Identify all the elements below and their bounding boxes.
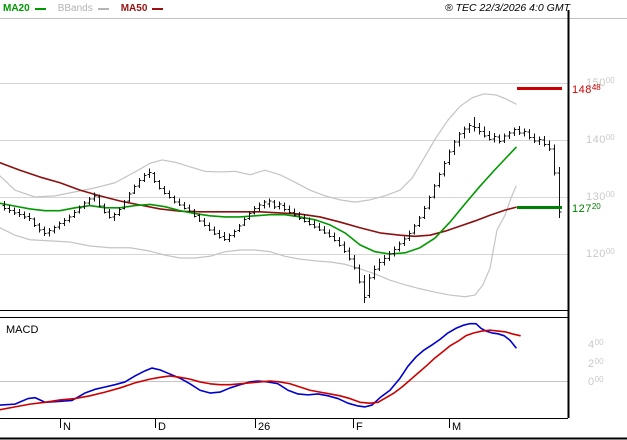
level-marker-label: 12720: [572, 202, 601, 215]
price-axis-label: 15000: [586, 76, 615, 89]
legend-item-ma50: MA50: [121, 3, 164, 15]
legend-item-bbands: BBands: [58, 3, 109, 15]
x-axis-label: D: [158, 421, 166, 433]
legend-item-ma20: MA20: [3, 3, 46, 15]
macd-axis-label: 000: [588, 375, 604, 388]
ma20-line-swatch: [34, 8, 46, 10]
x-axis-label: F: [356, 421, 363, 433]
price-axis-label: 13000: [586, 190, 615, 203]
chart-timestamp: ® TEC 22/3/2026 4:0 GMT: [444, 2, 570, 14]
price-axis-label: 14000: [586, 133, 615, 146]
x-axis-label: M: [452, 421, 462, 433]
ma50-line-swatch: [152, 8, 164, 10]
ma20-label: MA20: [3, 3, 30, 14]
x-axis-label: 26: [258, 421, 271, 433]
ma50-label: MA50: [120, 3, 148, 14]
macd-axis-label: 200: [588, 356, 604, 370]
bbands-line-swatch: [97, 8, 109, 10]
macd-pane-title: MACD: [6, 324, 39, 336]
x-axis-label: N: [63, 421, 71, 433]
macd-axis-label: 400: [588, 338, 604, 351]
legend: MA20 BBands MA50: [3, 3, 164, 15]
level-marker-label: 14848: [572, 83, 601, 96]
bbands-label: BBands: [57, 3, 93, 14]
price-axis-label: 12000: [586, 247, 615, 260]
